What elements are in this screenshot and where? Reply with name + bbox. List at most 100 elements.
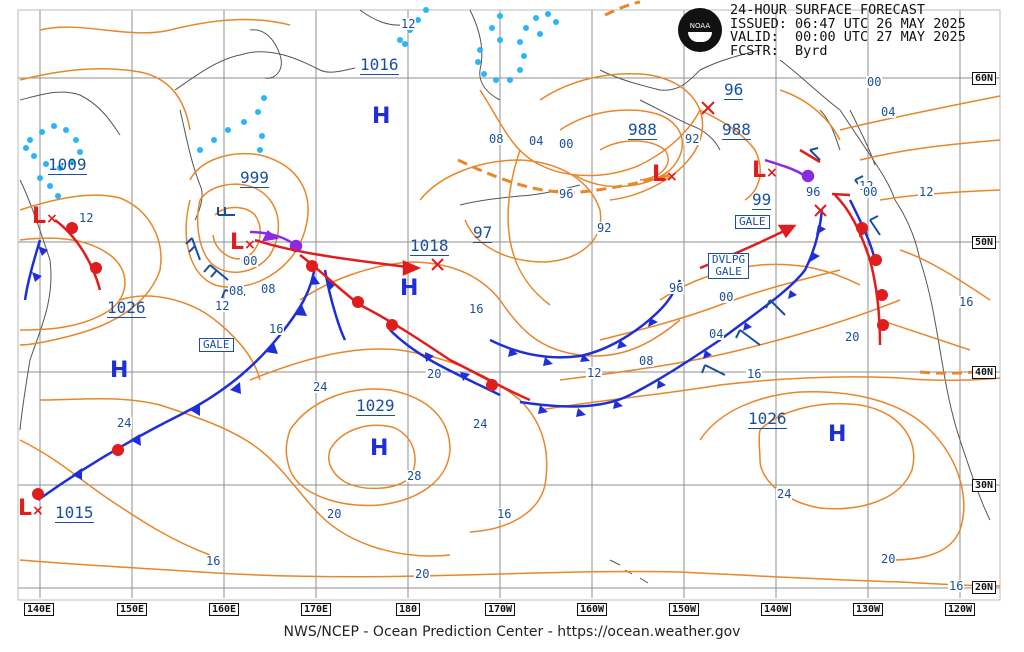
lat-label: 20N [972,581,997,594]
isobar-label: 24 [312,380,329,394]
isobar-label: 04 [528,134,545,148]
high-symbol: H [370,436,389,461]
lon-label: 150W [669,603,700,616]
isobar-label: 12 [78,211,95,225]
isobar-label: 20 [844,330,861,344]
pressure-label: 1018 [410,236,449,256]
warning-line: GALE [715,265,742,278]
graticule [18,10,1000,598]
low-symbol: L× [32,204,58,229]
lat-label: 50N [972,236,997,249]
pressure-label: 97 [473,223,493,243]
high-symbol: H [372,104,391,129]
isobar-label: 28 [406,469,423,483]
lon-label: 160W [577,603,608,616]
pressure-label: 1009 [48,155,87,175]
lon-label: 170W [485,603,516,616]
header-title: 24-HOUR SURFACE FORECAST [730,2,926,18]
lon-label: 170E [301,603,332,616]
lon-label: 180 [396,603,421,616]
isobar-label: 08 [638,354,655,368]
header-forecaster: FCSTR: Byrd [730,42,828,59]
lon-label: 120W [945,603,976,616]
isobar-label: 00 [242,254,259,268]
isobar-label: 20 [880,552,897,566]
gale-warning: GALE [735,215,770,229]
isobar-label: 20 [426,367,443,381]
warning-line: DVLPG [712,253,746,266]
low-symbol: L× [18,496,44,521]
isobar-label: 16 [205,554,222,568]
low-symbol: L× [752,158,778,183]
coastlines [19,9,991,584]
pressure-label: 1026 [748,409,787,429]
isobar-label: 24 [472,417,489,431]
isobar-label: 96 [668,281,685,295]
isobar-label: 00 [862,185,879,199]
isobar-label: 12 [400,17,417,31]
isobar-label: 08 [228,284,245,298]
pressure-label: 999 [240,168,269,188]
logo-text: NOAA [689,22,711,30]
dvlpg-gale-warning: DVLPG GALE [708,253,750,279]
pressure-label: 988 [628,120,657,140]
isobar-label: 16 [268,322,285,336]
isobar-label: 12 [586,366,603,380]
isobar-label: 08 [260,282,277,296]
low-x-mark: × [46,211,58,227]
isobar-label: 96 [805,185,822,199]
header-issued: ISSUED: 06:47 UTC 26 MAY 2025 [730,15,966,32]
isobar-label: 12 [918,185,935,199]
low-x-mark: × [244,237,256,253]
lon-label: 140W [761,603,792,616]
low-x-mark: × [666,169,678,185]
isobar-label: 92 [596,221,613,235]
pressure-label: 1015 [55,503,94,523]
footer-credit: NWS/NCEP - Ocean Prediction Center - htt… [283,624,741,640]
isobar-label: 04 [708,327,725,341]
high-symbol: H [828,422,847,447]
isobar-label: 04 [880,105,897,119]
low-x-mark: × [766,165,778,181]
lat-label: 60N [972,72,997,85]
isobars [19,18,1001,587]
isobar-label: 20 [414,567,431,581]
pressure-label: 99 [752,190,772,210]
isobar-label: 16 [948,579,965,593]
isobar-label: 20 [326,507,343,521]
high-symbol: H [110,358,129,383]
ice-edge [23,7,559,199]
forecast-header: 24-HOUR SURFACE FORECAST ISSUED: 06:47 U… [730,2,966,59]
pressure-label: 1029 [356,396,395,416]
isobar-label: 96 [558,187,575,201]
gale-warning: GALE [199,338,234,352]
isobar-label: 92 [684,132,701,146]
lon-label: 160E [209,603,240,616]
warm-front [32,194,889,500]
noaa-logo: NOAA [678,8,722,52]
lat-label: 30N [972,479,997,492]
troughs [457,0,976,375]
center-markers [431,101,827,271]
header-valid: VALID: 00:00 UTC 27 MAY 2025 [730,29,966,46]
lat-label: 40N [972,366,997,379]
isobar-label: 00 [558,137,575,151]
pressure-label: 988 [722,120,751,140]
isobar-label: 24 [116,416,133,430]
isobar-label: 00 [866,75,883,89]
isobar-label: 16 [958,295,975,309]
isobar-label: 16 [496,507,513,521]
pressure-label: 1026 [107,298,146,318]
low-symbol: L× [230,230,256,255]
gull-icon [688,32,712,42]
pressure-label: 96 [724,80,744,100]
isobar-label: 16 [468,302,485,316]
lon-label: 130W [853,603,884,616]
pressure-label: 1016 [360,55,399,75]
low-symbol: L× [652,162,678,187]
lon-label: 150E [117,603,148,616]
high-symbol: H [400,276,419,301]
isobar-label: 24 [776,487,793,501]
isobar-label: 12 [214,299,231,313]
